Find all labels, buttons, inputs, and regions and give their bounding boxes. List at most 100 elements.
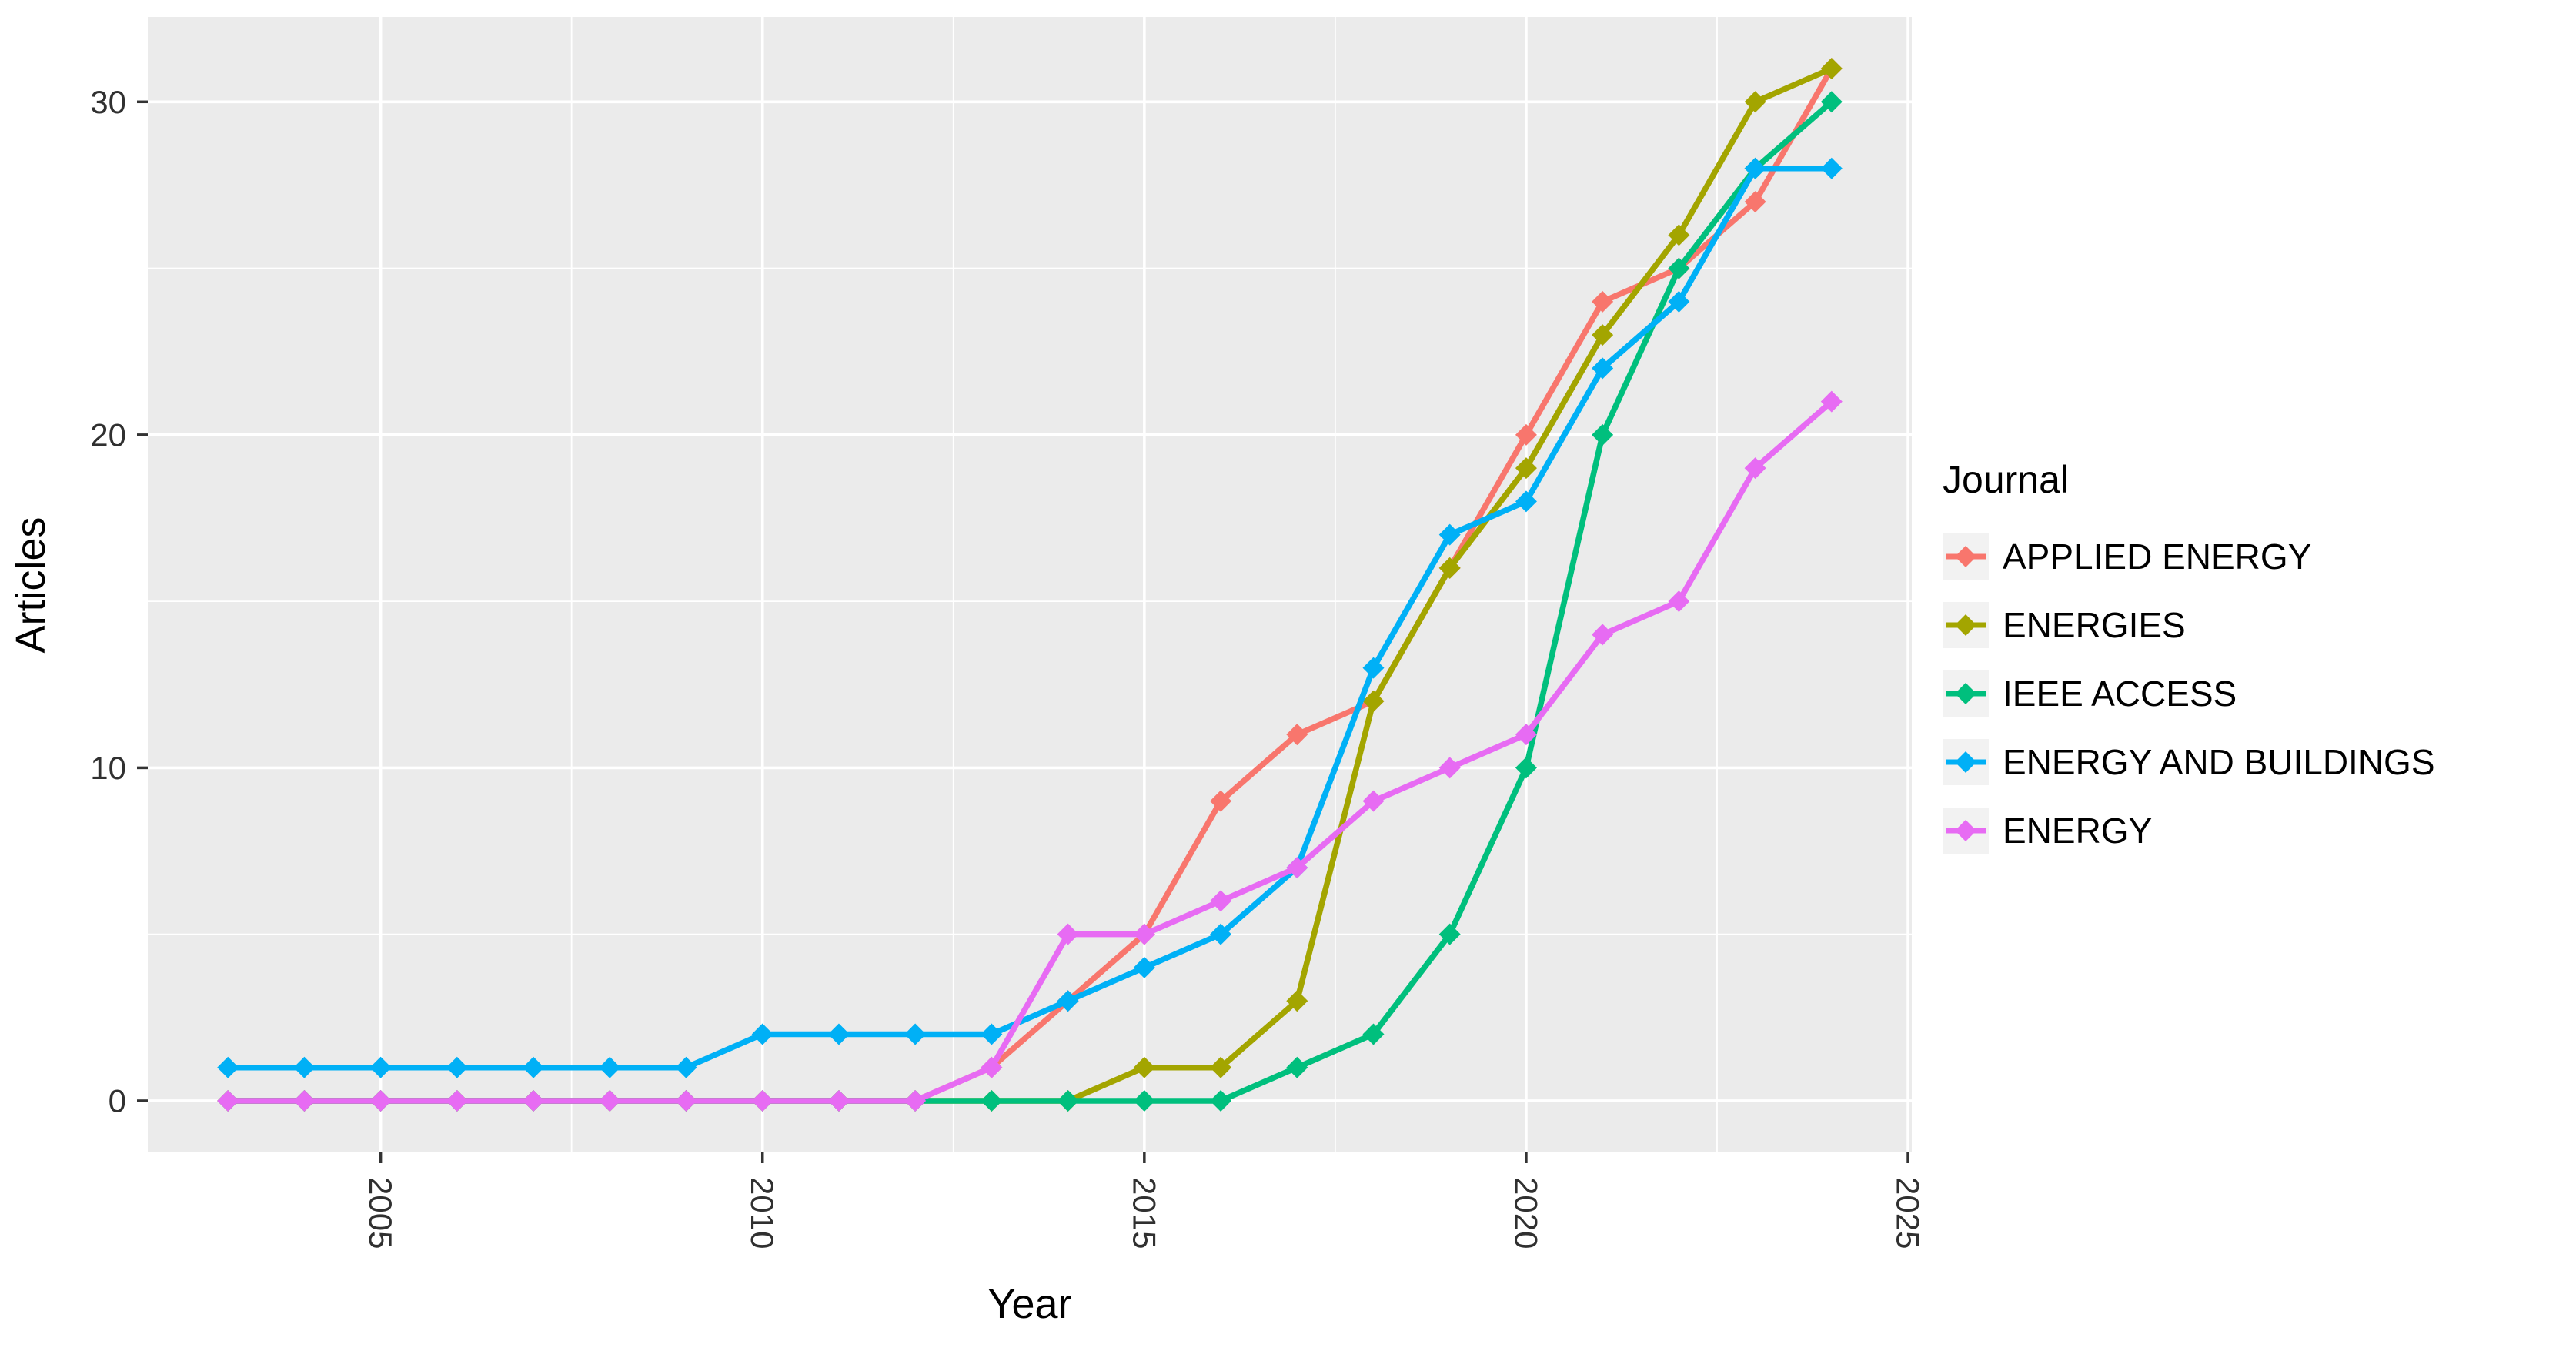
data-point xyxy=(293,1089,316,1112)
data-point xyxy=(1438,523,1461,546)
data-point xyxy=(1515,724,1537,746)
x-axis-title: Year xyxy=(987,1281,1071,1327)
data-point xyxy=(293,1056,316,1078)
y-tick-label: 20 xyxy=(90,416,126,453)
data-point xyxy=(981,1056,1003,1078)
data-point xyxy=(1592,357,1614,380)
legend-key-swatch xyxy=(1943,738,1989,785)
data-point xyxy=(1438,923,1461,945)
y-tick-label: 10 xyxy=(90,750,126,786)
legend-key-swatch xyxy=(1943,807,1989,854)
data-point xyxy=(904,1089,927,1112)
data-point xyxy=(1515,423,1537,446)
data-point xyxy=(1210,790,1232,812)
axis-tick-marks xyxy=(137,100,1909,1163)
data-point xyxy=(1744,457,1766,480)
data-point xyxy=(1515,757,1537,779)
data-point xyxy=(1210,1056,1232,1078)
data-point xyxy=(1286,724,1308,746)
data-point xyxy=(1210,923,1232,945)
data-point xyxy=(523,1056,545,1078)
y-tick-labels: 0 10 20 30 xyxy=(90,84,126,1119)
data-point xyxy=(1820,390,1843,413)
series-energy-and-buildings xyxy=(217,157,1843,1078)
data-point xyxy=(1133,1056,1155,1078)
data-point xyxy=(1744,191,1766,213)
data-point xyxy=(1744,157,1766,179)
data-point xyxy=(827,1089,850,1112)
legend-item-label: ENERGIES xyxy=(2003,604,2186,645)
data-point xyxy=(1057,990,1079,1012)
legend-item-energies: ENERGIES xyxy=(1943,590,2435,659)
legend-item-applied-energy: APPLIED ENERGY xyxy=(1943,522,2435,590)
x-tick-label: 2025 xyxy=(1890,1177,1926,1249)
data-point xyxy=(1286,990,1308,1012)
data-point xyxy=(446,1089,468,1112)
data-point xyxy=(1744,91,1766,113)
x-tick-label: 2020 xyxy=(1508,1177,1544,1249)
data-point xyxy=(751,1023,773,1045)
legend-item-label: ENERGY xyxy=(2003,810,2153,851)
data-point xyxy=(217,1056,239,1078)
legend-key-swatch xyxy=(1943,601,1989,648)
series-lines xyxy=(217,58,1843,1112)
plot-panel xyxy=(148,17,1912,1152)
data-point xyxy=(1592,423,1614,446)
x-tick-labels: 2005 2010 2015 2020 2025 xyxy=(363,1177,1926,1249)
data-point xyxy=(1820,58,1843,80)
data-point xyxy=(1438,757,1461,779)
data-point xyxy=(1057,923,1079,945)
legend-key-swatch xyxy=(1943,533,1989,580)
data-point xyxy=(1515,457,1537,480)
data-point xyxy=(1668,290,1690,313)
data-point xyxy=(1820,91,1843,113)
data-point xyxy=(1668,257,1690,279)
legend-item-label: APPLIED ENERGY xyxy=(2003,536,2312,577)
data-point xyxy=(1210,890,1232,912)
x-tick-label: 2005 xyxy=(363,1177,399,1249)
data-point xyxy=(599,1056,621,1078)
x-tick-label: 2010 xyxy=(744,1177,780,1249)
data-point xyxy=(1210,1089,1232,1112)
data-point xyxy=(217,1089,239,1112)
data-point xyxy=(981,1023,1003,1045)
data-point xyxy=(1133,1089,1155,1112)
data-point xyxy=(1820,157,1843,179)
data-point xyxy=(1133,923,1155,945)
data-point xyxy=(369,1056,392,1078)
data-point xyxy=(369,1089,392,1112)
data-point xyxy=(1057,1089,1079,1112)
data-point xyxy=(1668,590,1690,613)
data-point xyxy=(1362,1023,1385,1045)
legend-title: Journal xyxy=(1943,458,2069,501)
data-point xyxy=(1286,857,1308,879)
minor-gridlines xyxy=(148,17,1912,1152)
y-tick-label: 0 xyxy=(109,1082,126,1119)
series-energy xyxy=(217,390,1843,1112)
data-point xyxy=(1592,624,1614,646)
legend-item-ieee-access: IEEE ACCESS xyxy=(1943,659,2435,727)
data-point xyxy=(675,1089,697,1112)
x-tick-label: 2015 xyxy=(1126,1177,1162,1249)
data-point xyxy=(1286,1056,1308,1078)
data-point xyxy=(1438,557,1461,579)
data-point xyxy=(675,1056,697,1078)
legend-item-label: ENERGY AND BUILDINGS xyxy=(2003,741,2435,782)
data-point xyxy=(523,1089,545,1112)
data-point xyxy=(751,1089,773,1112)
y-axis-title: Articles xyxy=(8,517,54,653)
legend-key-swatch xyxy=(1943,670,1989,717)
data-point xyxy=(1668,224,1690,246)
data-point xyxy=(1362,690,1385,712)
data-point xyxy=(446,1056,468,1078)
y-tick-label: 30 xyxy=(90,84,126,120)
legend: Journal APPLIED ENERGY ENERGIES IEEE ACC… xyxy=(1943,457,2435,864)
data-point xyxy=(981,1089,1003,1112)
data-point xyxy=(1515,490,1537,513)
legend-item-energy: ENERGY xyxy=(1943,796,2435,864)
data-point xyxy=(827,1023,850,1045)
data-point xyxy=(1592,290,1614,313)
